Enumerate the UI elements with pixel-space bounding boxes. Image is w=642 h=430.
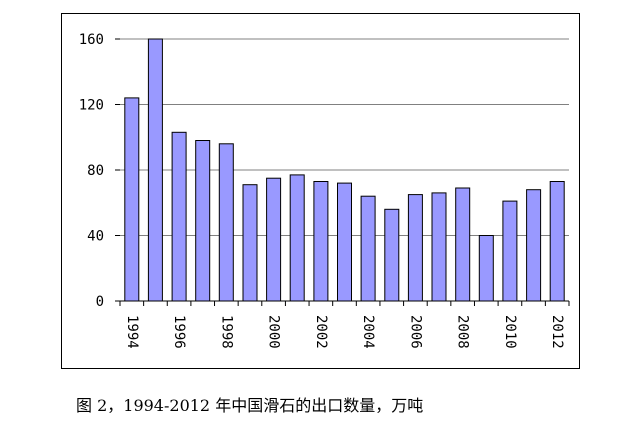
bar-2000 (266, 177, 282, 302)
bar-2002 (313, 181, 329, 302)
chart-frame: 0 40 80 120 160 1994 1996 1998 2000 2002 2004 2006… (61, 13, 580, 369)
bars (124, 38, 565, 302)
x-tick-label-2002: 2002 (313, 315, 329, 349)
bar-1994 (124, 97, 140, 302)
bar-chart: 0 40 80 120 160 1994 1996 1998 2000 2002 2004 2006… (79, 32, 570, 349)
bar-2008 (455, 187, 471, 302)
bar-2004 (360, 195, 376, 302)
y-tick-label-40: 40 (87, 229, 104, 245)
bar-1998 (218, 143, 234, 302)
y-tick-label-160: 160 (79, 32, 104, 48)
bar-1997 (195, 140, 211, 302)
bar-2007 (431, 192, 447, 302)
y-tick-label-120: 120 (79, 98, 104, 114)
bar-2003 (337, 182, 352, 302)
bar-1995 (147, 38, 163, 302)
bar-1999 (242, 184, 258, 302)
bar-2006 (407, 194, 423, 302)
x-tick-label-2006: 2006 (407, 315, 423, 349)
x-tick-label-2012: 2012 (549, 315, 565, 349)
x-tick-label-1998: 1998 (218, 315, 234, 349)
y-axis-ticks: 0 40 80 120 160 (79, 32, 120, 310)
x-tick-label-2010: 2010 (502, 315, 518, 349)
x-tick-label-2004: 2004 (360, 315, 376, 349)
y-tick-label-80: 80 (87, 163, 104, 179)
bar-2009 (478, 235, 494, 302)
bar-2011 (526, 189, 542, 302)
bar-2010 (502, 200, 518, 302)
bar-2005 (384, 208, 400, 302)
x-tick-label-2000: 2000 (266, 315, 282, 349)
bar-2012 (549, 181, 565, 302)
bar-2001 (289, 174, 305, 302)
x-axis-ticks: 1994 1996 1998 2000 2002 2004 2006 2008 2010 2012 (119, 301, 570, 349)
x-tick-label-1996: 1996 (171, 315, 187, 349)
y-tick-label-0: 0 (96, 294, 104, 310)
bar-1996 (171, 131, 187, 302)
figure-caption: 图 2，1994-2012 年中国滑石的出口数量，万吨 (76, 396, 424, 415)
x-tick-label-1994: 1994 (124, 315, 140, 349)
x-tick-label-2008: 2008 (455, 315, 471, 349)
